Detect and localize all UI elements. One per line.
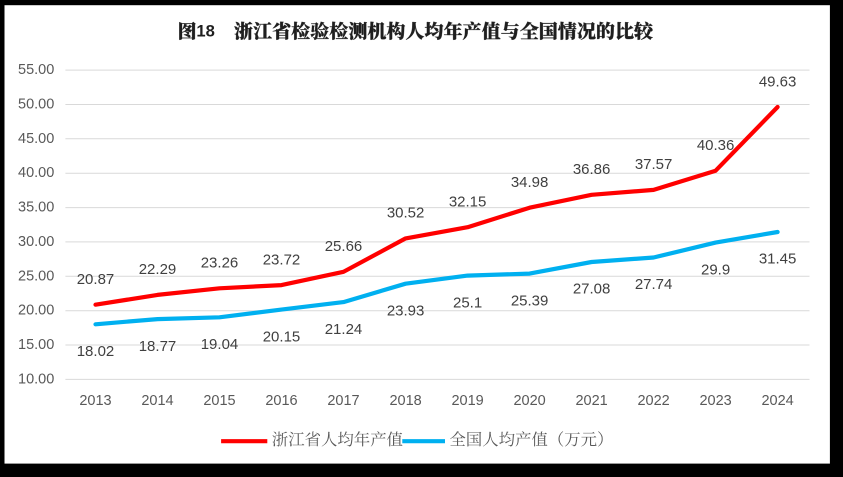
- svg-text:10.00: 10.00: [18, 371, 54, 387]
- svg-text:35.00: 35.00: [18, 200, 54, 216]
- svg-text:2015: 2015: [203, 393, 235, 409]
- svg-text:2021: 2021: [575, 393, 607, 409]
- svg-text:2023: 2023: [699, 393, 731, 409]
- svg-text:27.08: 27.08: [573, 281, 611, 298]
- svg-text:29.9: 29.9: [701, 261, 730, 278]
- svg-text:40.00: 40.00: [18, 165, 54, 181]
- svg-text:34.98: 34.98: [511, 174, 549, 191]
- svg-text:20.00: 20.00: [18, 303, 54, 319]
- svg-text:23.72: 23.72: [263, 251, 301, 268]
- svg-text:37.57: 37.57: [635, 156, 673, 173]
- svg-text:30.00: 30.00: [18, 234, 54, 250]
- svg-text:18.02: 18.02: [77, 343, 115, 360]
- svg-text:50.00: 50.00: [18, 97, 54, 113]
- svg-text:18.77: 18.77: [139, 338, 177, 355]
- svg-text:25.00: 25.00: [18, 268, 54, 284]
- svg-text:2024: 2024: [761, 393, 793, 409]
- svg-text:2020: 2020: [513, 393, 545, 409]
- svg-text:2014: 2014: [141, 393, 173, 409]
- svg-text:22.29: 22.29: [139, 261, 177, 278]
- svg-text:21.24: 21.24: [325, 321, 363, 338]
- svg-text:25.39: 25.39: [511, 292, 549, 309]
- svg-text:23.26: 23.26: [201, 255, 239, 272]
- svg-text:30.52: 30.52: [387, 205, 425, 222]
- svg-text:25.1: 25.1: [453, 294, 482, 311]
- svg-text:20.15: 20.15: [263, 328, 301, 345]
- svg-text:36.86: 36.86: [573, 161, 611, 178]
- svg-text:25.66: 25.66: [325, 238, 363, 255]
- svg-text:20.87: 20.87: [77, 271, 115, 288]
- svg-text:2022: 2022: [637, 393, 669, 409]
- svg-text:32.15: 32.15: [449, 193, 487, 210]
- svg-text:2018: 2018: [389, 393, 421, 409]
- svg-text:40.36: 40.36: [697, 137, 735, 154]
- svg-text:49.63: 49.63: [759, 73, 797, 90]
- svg-text:55.00: 55.00: [18, 62, 54, 78]
- svg-text:2016: 2016: [265, 393, 297, 409]
- svg-text:18: 18: [196, 21, 214, 40]
- svg-text:31.45: 31.45: [759, 251, 797, 268]
- svg-text:45.00: 45.00: [18, 131, 54, 147]
- svg-text:2017: 2017: [327, 393, 359, 409]
- svg-text:19.04: 19.04: [201, 336, 239, 353]
- svg-text:15.00: 15.00: [18, 337, 54, 353]
- svg-text:23.93: 23.93: [387, 302, 425, 319]
- svg-text:27.74: 27.74: [635, 276, 673, 293]
- svg-text:2019: 2019: [451, 393, 483, 409]
- svg-text:2013: 2013: [79, 393, 111, 409]
